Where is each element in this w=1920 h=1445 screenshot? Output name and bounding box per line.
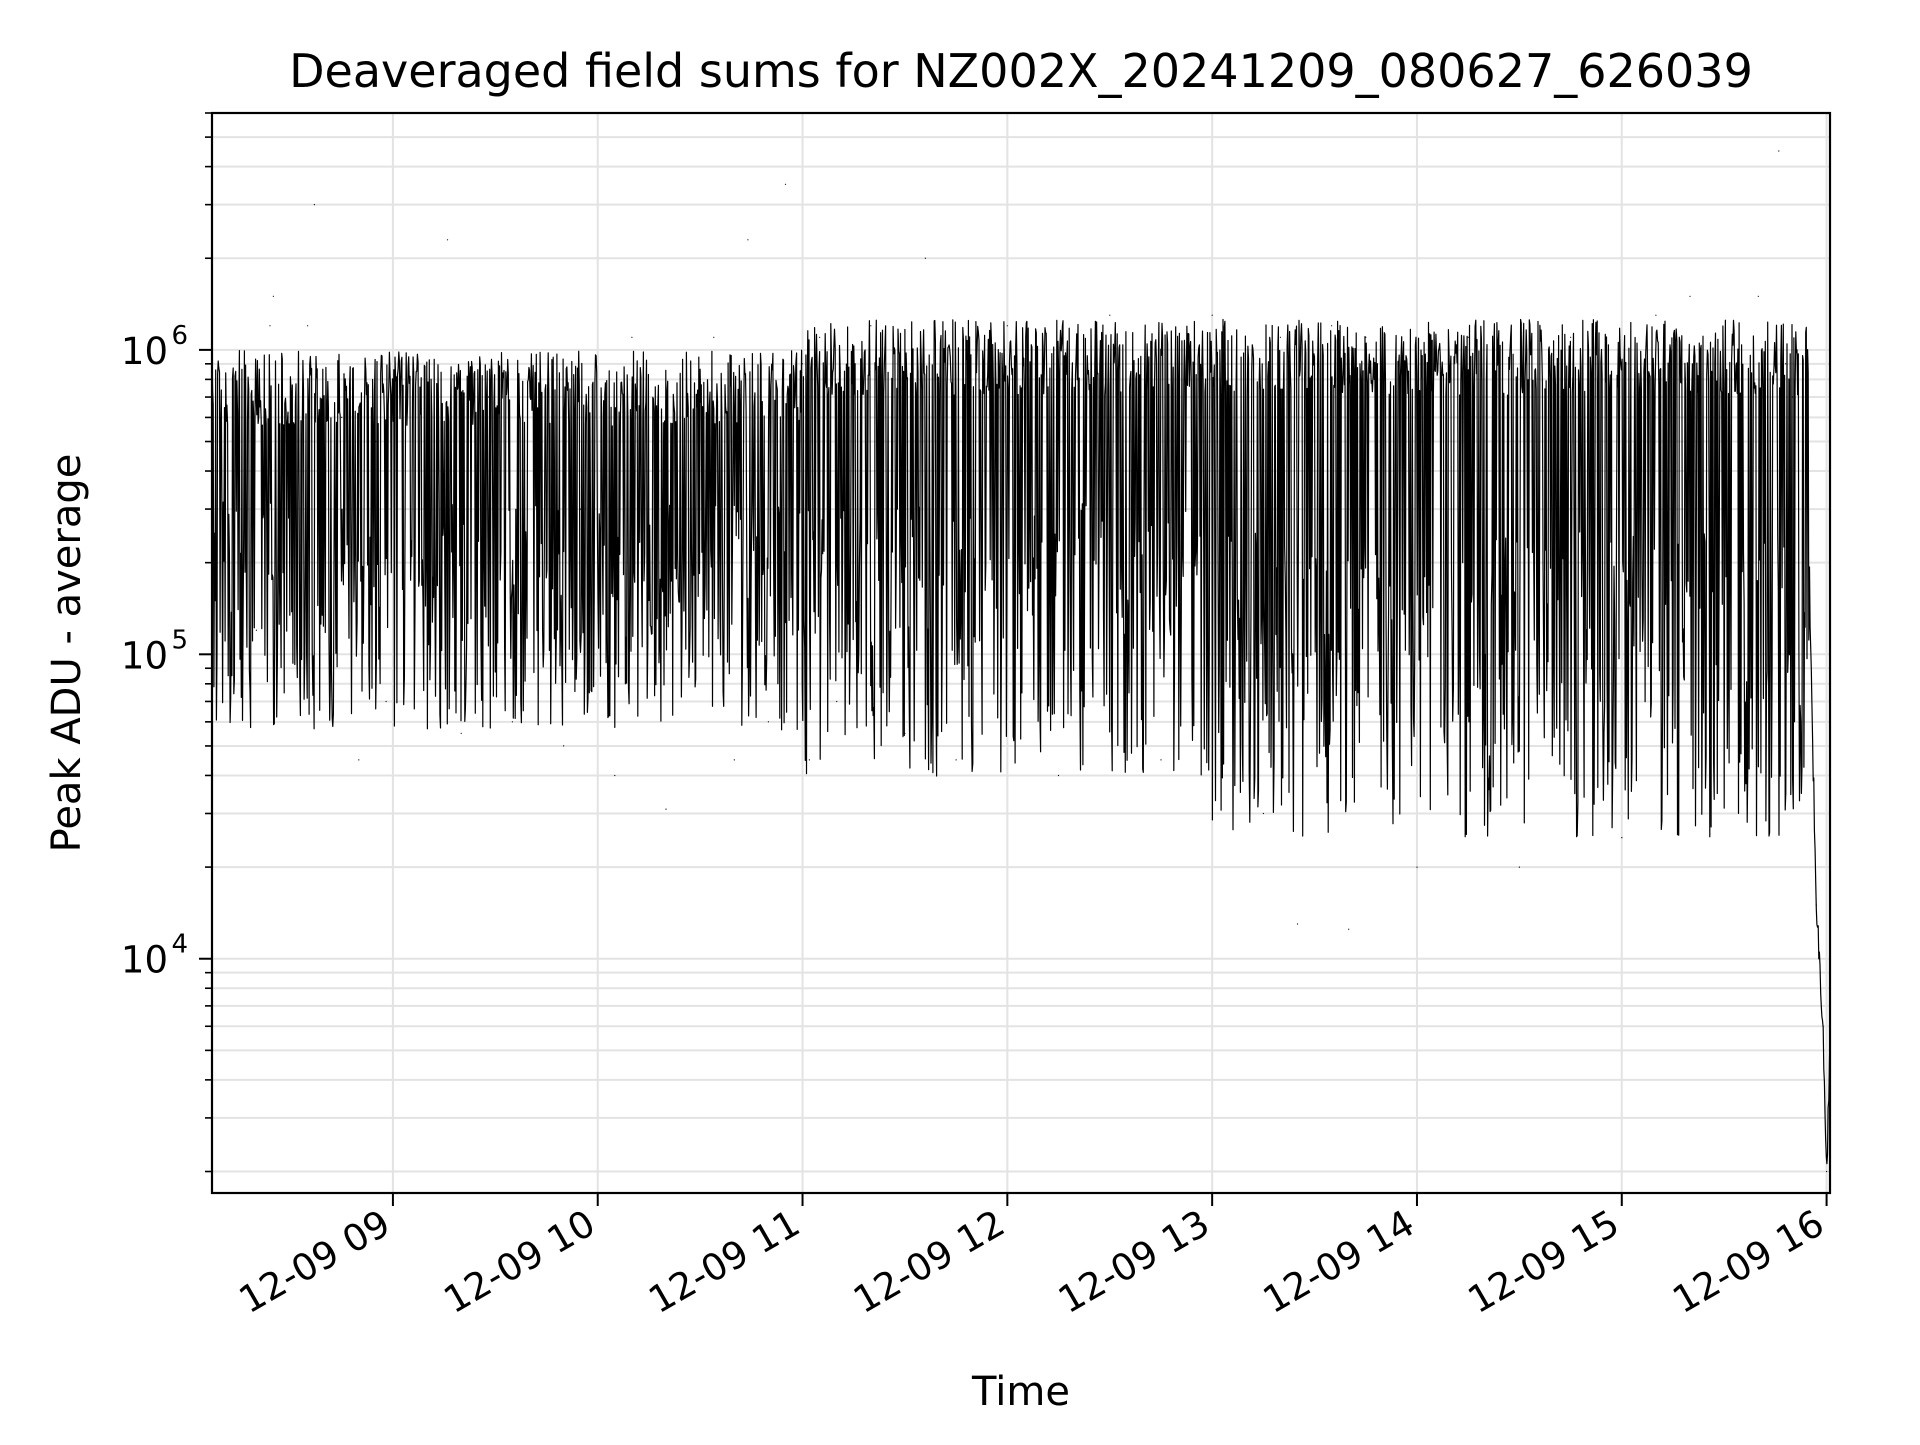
data-point	[1822, 1025, 1824, 1027]
data-point	[1785, 363, 1787, 365]
data-point	[341, 416, 343, 418]
data-point	[836, 700, 838, 703]
series-line	[211, 318, 1831, 1165]
y-axis-label: Peak ADU - average	[44, 454, 90, 853]
data-point	[1348, 928, 1350, 930]
x-axis-label: Time	[971, 1369, 1070, 1415]
data-point	[631, 336, 633, 338]
data-point	[870, 325, 872, 327]
data-point	[1160, 759, 1162, 761]
data-point	[1416, 866, 1418, 868]
data-point	[1279, 336, 1281, 338]
y-tick-label: 10	[121, 634, 168, 677]
data-point	[747, 239, 749, 241]
y-tick-exponent: 6	[171, 321, 188, 351]
data-point	[460, 732, 462, 734]
data-point	[733, 759, 735, 761]
data-point	[563, 745, 565, 747]
data-point	[1621, 837, 1623, 839]
y-tick-exponent: 5	[171, 625, 188, 655]
data-point	[713, 336, 715, 338]
data-point	[1365, 336, 1367, 338]
data-point	[255, 629, 257, 631]
data-point	[487, 396, 490, 398]
data-point	[1757, 295, 1759, 297]
data-point	[767, 721, 770, 723]
data-point	[1570, 336, 1572, 338]
data-point	[1006, 325, 1008, 327]
data-point	[819, 336, 821, 338]
y-tick-label: 10	[121, 939, 168, 982]
data-point	[535, 363, 537, 365]
y-tick-exponent: 4	[171, 930, 188, 960]
data-point	[924, 257, 927, 259]
data-point	[580, 508, 582, 510]
data-point	[1211, 314, 1213, 316]
data-point	[511, 721, 513, 723]
data-point	[238, 378, 240, 380]
data-point	[1655, 314, 1657, 316]
data-point	[272, 295, 274, 297]
data-point	[1723, 470, 1725, 472]
data-point	[665, 808, 667, 810]
data-point	[351, 562, 353, 564]
data-point	[409, 378, 411, 380]
data-point	[808, 759, 811, 761]
data-point	[1815, 904, 1817, 906]
data-point	[1262, 812, 1264, 815]
data-point	[446, 239, 449, 241]
data-point	[358, 759, 360, 761]
data-point	[313, 204, 315, 206]
data-point	[426, 562, 428, 564]
data-point	[307, 325, 309, 327]
data-point	[385, 700, 387, 703]
series-layer	[211, 150, 1831, 1173]
data-point	[1331, 325, 1333, 327]
data-point	[1778, 150, 1780, 152]
data-point	[269, 325, 271, 327]
data-point	[1808, 600, 1811, 602]
data-point	[801, 363, 804, 365]
data-point	[699, 378, 701, 380]
data-point	[375, 440, 377, 443]
data-point	[904, 732, 906, 734]
plot-frame	[210, 111, 1832, 1195]
data-point	[1109, 314, 1111, 316]
data-point	[289, 470, 292, 472]
data-point	[784, 183, 787, 185]
data-point	[955, 759, 957, 761]
data-point	[1802, 440, 1804, 443]
data-point	[1296, 923, 1299, 925]
data-point	[1057, 774, 1060, 777]
data-point	[1791, 396, 1794, 398]
data-point	[1689, 295, 1691, 297]
data-point	[324, 508, 326, 510]
chart-title: Deaveraged field sums for NZ002X_2024120…	[289, 44, 1753, 98]
data-point	[1518, 866, 1520, 868]
data-point	[614, 774, 616, 777]
data-point	[1467, 336, 1469, 338]
data-point	[1826, 1170, 1828, 1173]
y-tick-label: 10	[121, 330, 168, 373]
